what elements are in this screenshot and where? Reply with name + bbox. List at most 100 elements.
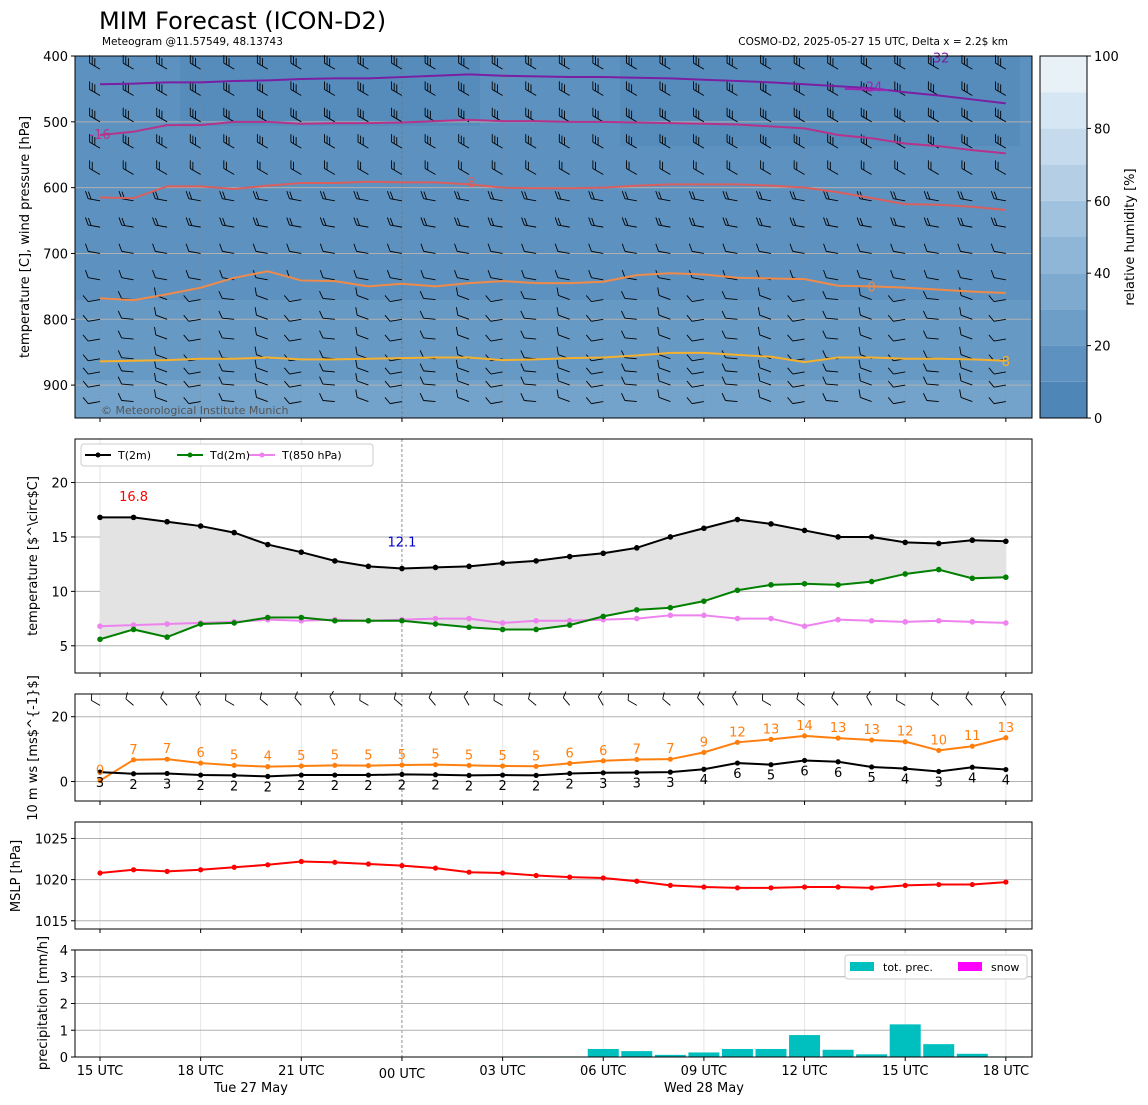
isotherm-label: -32: [928, 52, 949, 67]
wind-value-label: 7: [129, 743, 137, 758]
data-point: [332, 558, 338, 564]
wind-barb: [419, 290, 436, 300]
wind-barb: [89, 134, 101, 149]
wind-barb: [827, 107, 839, 123]
wind-barb: [856, 243, 872, 254]
gust-line: [99, 734, 1007, 782]
wind-value-label: 0: [96, 764, 104, 779]
isotherm-line: [99, 73, 1006, 105]
wind-barb: [693, 81, 705, 96]
data-point: [835, 582, 841, 588]
wind-barb: [957, 190, 973, 202]
wind-barb: [961, 81, 973, 96]
wind-barb: [621, 392, 637, 402]
wind-speed-panel: 0 20 0 7 7 6 5 4 5 5 5 5 5 5 5 5 6 6 7 7 9 12 13 14 13 13 12 10 11 1…: [26, 675, 1033, 821]
wind-barb: [693, 160, 705, 175]
wind-barb: [521, 217, 537, 228]
wind-barb: [520, 330, 537, 340]
wind-barb: [625, 55, 638, 70]
wind-barb: [384, 295, 403, 303]
wind-barb: [659, 160, 671, 175]
data-point: [164, 868, 170, 874]
wind-barb: [923, 217, 939, 228]
wind-value-label: 5: [230, 748, 238, 763]
precip-bar: [789, 1035, 821, 1057]
humidity-band: [620, 56, 1020, 146]
wind-barb: [585, 397, 604, 405]
data-point: [969, 537, 976, 544]
data-point: [667, 769, 673, 775]
wind-barb: [256, 81, 268, 96]
wind-barb: [686, 380, 704, 388]
data-point: [801, 884, 808, 890]
wind-barb: [290, 160, 302, 175]
data-point: [97, 623, 103, 629]
wind-barb: [156, 134, 168, 149]
wind-barb: [827, 160, 839, 175]
y-tick-label: 15: [51, 531, 68, 546]
y-tick-label: 900: [43, 379, 68, 394]
wind-ylabel: 10 m ws [ms$^{-1}$]: [26, 675, 41, 821]
isotherm-line: [99, 180, 1006, 212]
wind-barb: [757, 389, 772, 402]
wind-barb: [990, 190, 1006, 202]
data-point: [499, 560, 506, 566]
wind-barb: [90, 693, 101, 706]
isotherm-label: 8: [1002, 355, 1010, 370]
wind-barb: [959, 359, 973, 373]
wind-barb: [554, 217, 570, 228]
wind-barb: [959, 372, 973, 386]
x-tick-label: 18 UTC: [177, 1064, 223, 1079]
legend-entry: Td(2m): [209, 449, 250, 462]
wind-barb: [156, 55, 168, 70]
wind-barb: [455, 372, 470, 386]
wind-barb: [822, 392, 839, 402]
x-tick-label: 15 UTC: [77, 1064, 123, 1079]
wind-barb: [283, 380, 302, 388]
wind-barb: [454, 217, 470, 228]
data-point: [198, 867, 204, 873]
data-point: [533, 763, 539, 769]
wind-barb: [823, 269, 839, 281]
wind-value-label: 13: [763, 722, 780, 737]
colorbar-segment: [1040, 237, 1087, 274]
wind-barb: [890, 243, 906, 254]
wind-barb: [995, 107, 1007, 123]
wind-barb: [659, 134, 671, 149]
data-point: [835, 884, 841, 890]
data-point: [432, 762, 439, 768]
wind-barb: [454, 190, 470, 202]
wind-barb: [585, 314, 604, 322]
wind-barb: [493, 693, 503, 706]
wind-barb: [219, 243, 235, 254]
wind-barb: [118, 217, 134, 228]
precip-bar: [688, 1052, 720, 1057]
wind-barb: [521, 243, 537, 254]
data-point: [130, 757, 137, 763]
wind-barb: [556, 372, 570, 386]
wind-barb: [420, 190, 436, 202]
colorbar-segment: [1040, 92, 1087, 129]
data-point: [533, 617, 539, 624]
isotherm-line: [99, 351, 1006, 364]
wind-barb: [419, 330, 436, 340]
wind-value-label: 5: [431, 748, 439, 763]
data-point: [768, 762, 774, 768]
wind-value-label: 3: [666, 776, 674, 791]
wind-barb: [386, 269, 403, 281]
data-point: [768, 736, 774, 742]
wind-value-label: 5: [331, 748, 339, 763]
wind-barb: [686, 314, 704, 322]
wind-barb: [732, 690, 738, 706]
wind-barb: [787, 314, 805, 322]
wind-barb: [89, 81, 101, 96]
data-point: [332, 762, 338, 768]
wind-value-label: 11: [964, 729, 981, 744]
copyright-note: © Meteorological Institute Munich: [101, 404, 288, 417]
data-point: [130, 622, 137, 628]
wind-barb: [693, 107, 705, 123]
y-tick-label: 600: [43, 182, 68, 197]
data-point: [734, 615, 741, 622]
data-point: [265, 764, 271, 770]
wind-barb: [117, 330, 134, 340]
